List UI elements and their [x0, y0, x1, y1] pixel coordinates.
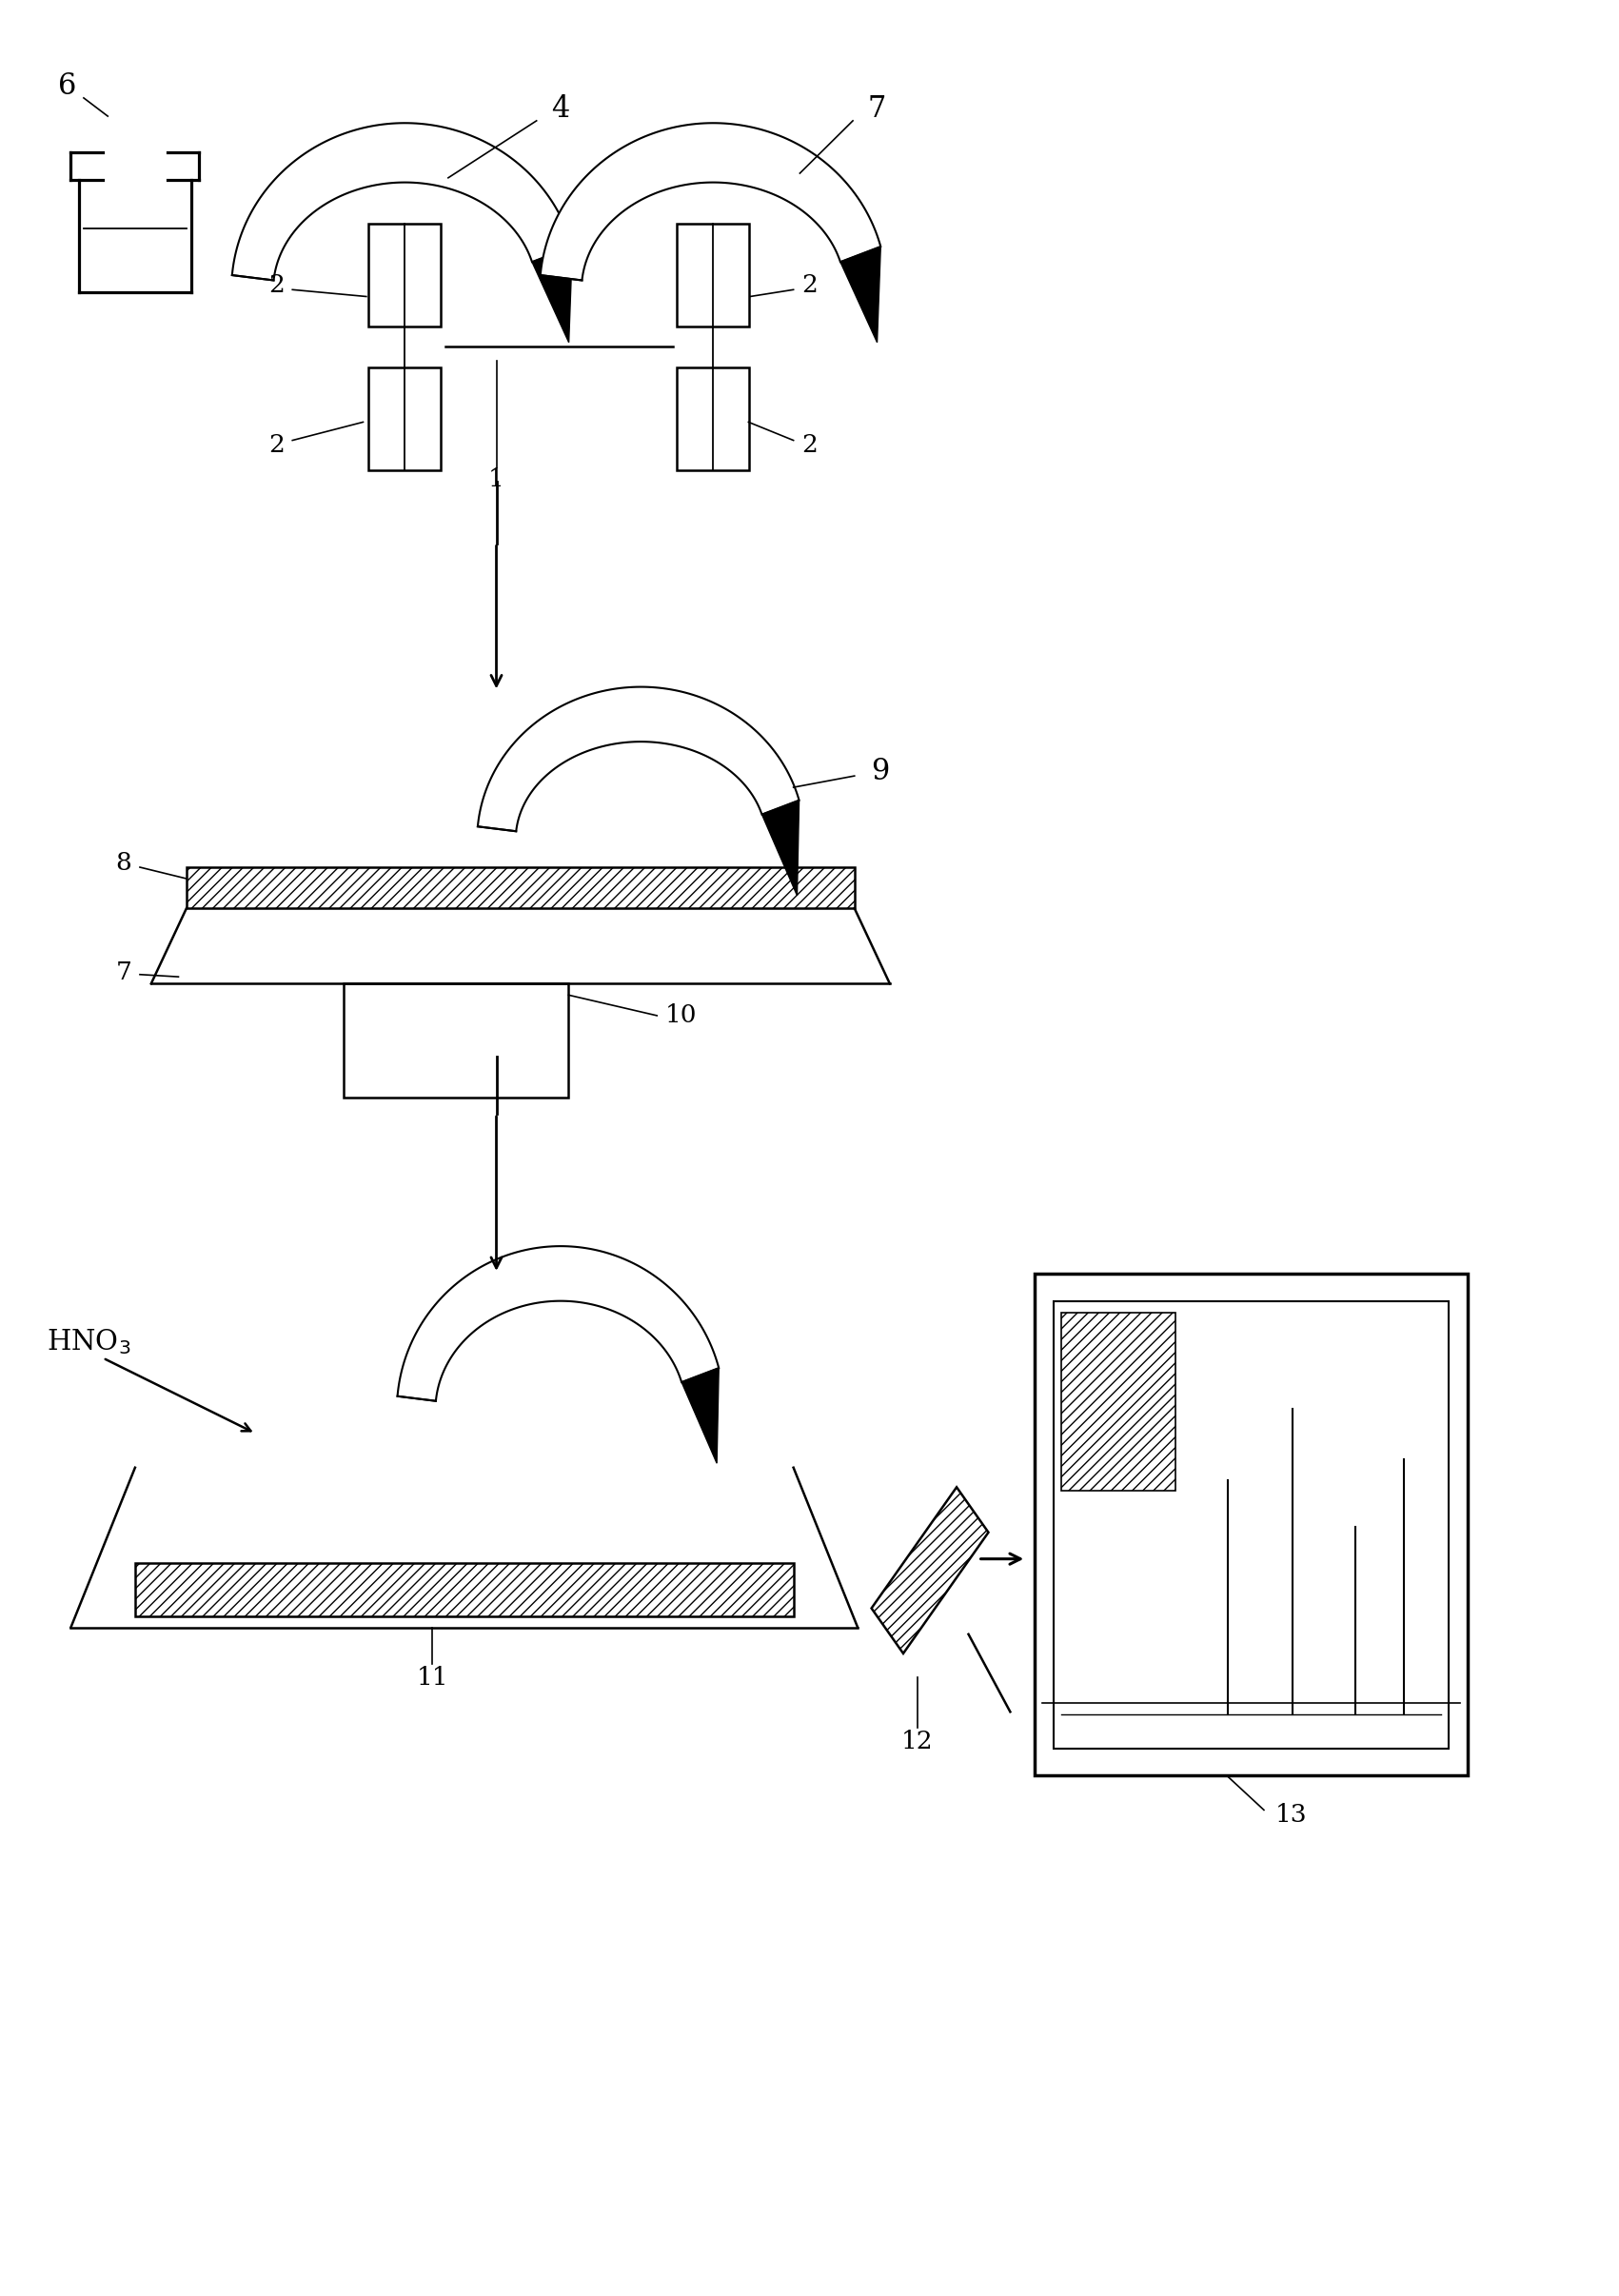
Bar [369, 367, 440, 471]
Text: 9: 9 [871, 758, 889, 785]
Text: 2: 2 [269, 434, 285, 457]
Text: 2: 2 [801, 434, 818, 457]
Bar [343, 983, 568, 1097]
Text: 10: 10 [665, 1003, 698, 1029]
Text: 13: 13 [1276, 1802, 1307, 1828]
Bar [369, 223, 440, 326]
Bar [677, 223, 750, 326]
Polygon shape [682, 1368, 719, 1463]
Text: 2: 2 [801, 273, 818, 296]
Text: 1: 1 [489, 468, 505, 491]
Bar [677, 367, 750, 471]
Text: 11: 11 [416, 1665, 448, 1690]
Bar [1054, 1302, 1449, 1747]
Bar [186, 868, 855, 909]
Text: HNO$_3$: HNO$_3$ [47, 1327, 131, 1357]
Bar [134, 1564, 793, 1616]
Polygon shape [541, 124, 881, 280]
Polygon shape [397, 1247, 719, 1401]
Text: 2: 2 [269, 273, 285, 296]
Polygon shape [533, 246, 573, 342]
Polygon shape [871, 1488, 989, 1653]
Polygon shape [763, 801, 800, 895]
Text: 7: 7 [117, 960, 131, 985]
Text: 12: 12 [902, 1729, 933, 1754]
Text: 6: 6 [58, 71, 76, 101]
Bar [1035, 1274, 1468, 1775]
Polygon shape [478, 687, 800, 831]
Text: 8: 8 [117, 852, 131, 875]
Polygon shape [840, 246, 881, 342]
Bar [1062, 1313, 1175, 1490]
Polygon shape [232, 124, 573, 280]
Text: 4: 4 [552, 94, 570, 124]
Text: 7: 7 [868, 94, 886, 124]
